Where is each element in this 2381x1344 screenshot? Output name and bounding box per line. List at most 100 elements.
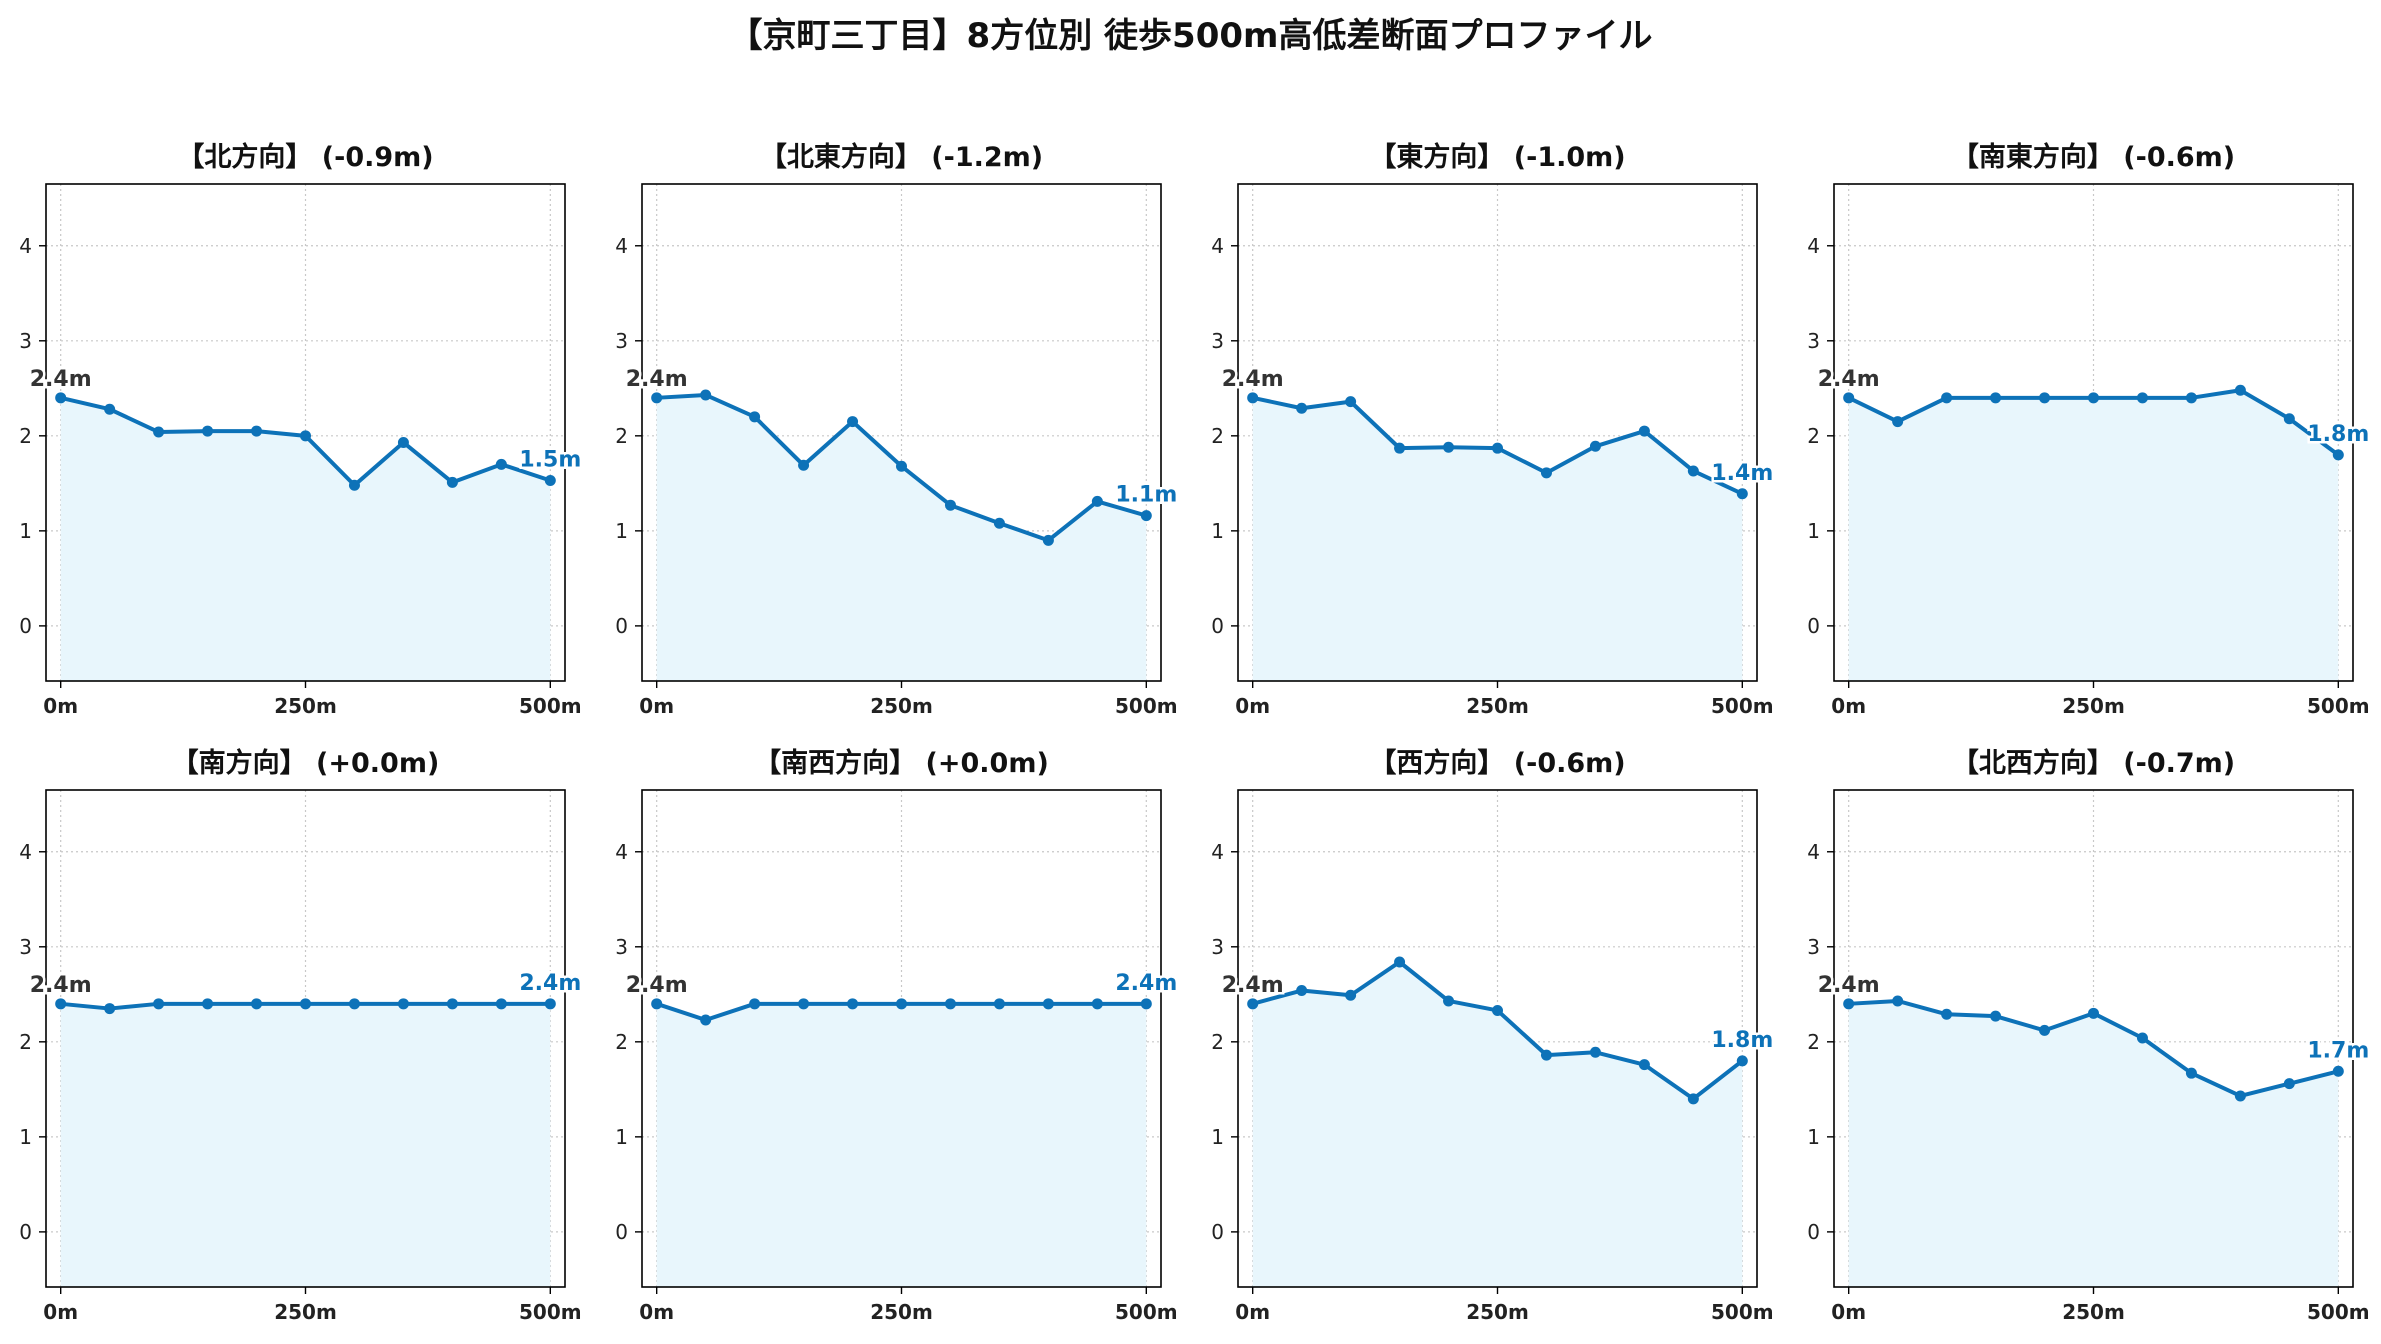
- data-point: [1042, 998, 1054, 1010]
- data-point: [1042, 534, 1054, 546]
- x-tick-label: 250m: [1466, 694, 1529, 718]
- data-point: [1990, 392, 2002, 404]
- data-point: [749, 998, 761, 1010]
- data-point: [1296, 985, 1308, 997]
- data-point: [1394, 956, 1406, 968]
- area-fill: [60, 397, 551, 681]
- area-fill: [60, 1003, 551, 1287]
- data-point: [1443, 995, 1455, 1007]
- data-point: [993, 517, 1005, 529]
- y-tick-label: 1: [1807, 1125, 1820, 1149]
- data-point: [1736, 1055, 1748, 1067]
- figure-title: 【京町三丁目】8方位別 徒歩500m高低差断面プロファイル: [728, 16, 1653, 56]
- end-elevation-label: 2.4m: [1115, 971, 1177, 996]
- data-point: [446, 476, 458, 488]
- x-tick-label: 0m: [639, 1300, 674, 1324]
- data-point: [1589, 1046, 1601, 1058]
- profile-chart: 【東方向】 (-1.0m) 0 1 2 3 4 0m 250m 500m 2.4m 1.4m: [1211, 141, 1775, 718]
- y-tick-label: 1: [1807, 519, 1820, 543]
- data-point: [2039, 392, 2051, 404]
- data-point: [798, 998, 810, 1010]
- data-point: [2332, 1065, 2344, 1077]
- data-point: [2283, 1078, 2295, 1090]
- chart-title: 【南西方向】 (+0.0m): [754, 747, 1049, 779]
- data-point: [2088, 1007, 2099, 1019]
- x-tick-label: 250m: [274, 694, 337, 718]
- start-elevation-label: 2.4m: [1818, 367, 1880, 392]
- data-point: [2332, 449, 2344, 461]
- data-point: [2185, 392, 2197, 404]
- profile-chart: 【南方向】 (+0.0m) 0 1 2 3 4 0m 250m 500m 2.4m 2.4m: [19, 747, 583, 1324]
- y-tick-label: 3: [615, 935, 628, 959]
- data-point: [1345, 989, 1357, 1001]
- data-point: [495, 458, 507, 470]
- data-point: [544, 474, 556, 486]
- data-point: [348, 998, 360, 1010]
- y-tick-label: 0: [19, 1220, 32, 1244]
- data-point: [1345, 396, 1357, 408]
- data-point: [1687, 1093, 1699, 1105]
- chart-title: 【北西方向】 (-0.7m): [1952, 747, 2235, 779]
- y-tick-label: 2: [19, 424, 32, 448]
- y-tick-label: 1: [615, 519, 628, 543]
- y-tick-label: 1: [19, 1125, 32, 1149]
- data-point: [544, 998, 556, 1010]
- end-elevation-label: 2.4m: [519, 971, 581, 996]
- data-point: [1638, 425, 1650, 437]
- data-point: [495, 998, 507, 1010]
- chart-title: 【南東方向】 (-0.6m): [1952, 141, 2235, 173]
- start-elevation-label: 2.4m: [1222, 367, 1284, 392]
- y-tick-label: 0: [19, 614, 32, 638]
- data-point: [1990, 1010, 2002, 1022]
- data-point: [251, 425, 263, 437]
- chart-title: 【東方向】 (-1.0m): [1369, 141, 1625, 173]
- data-point: [847, 998, 859, 1010]
- data-point: [202, 998, 214, 1010]
- profile-chart: 【北方向】 (-0.9m) 0 1 2 3 4 0m 250m 500m 2.4m 1.5m: [19, 141, 583, 718]
- data-point: [1140, 510, 1152, 522]
- data-point: [153, 998, 165, 1010]
- y-tick-label: 2: [615, 1030, 628, 1054]
- x-tick-label: 0m: [43, 694, 78, 718]
- data-point: [104, 1003, 116, 1015]
- y-tick-label: 4: [1211, 840, 1224, 864]
- y-tick-label: 1: [19, 519, 32, 543]
- y-tick-label: 2: [19, 1030, 32, 1054]
- data-point: [1247, 392, 1259, 404]
- y-tick-label: 2: [1807, 424, 1820, 448]
- data-point: [202, 425, 214, 437]
- start-elevation-label: 2.4m: [30, 973, 92, 998]
- x-tick-label: 0m: [1831, 694, 1866, 718]
- y-tick-label: 0: [1807, 614, 1820, 638]
- start-elevation-label: 2.4m: [626, 367, 688, 392]
- data-point: [1892, 995, 1904, 1007]
- x-tick-label: 250m: [870, 694, 933, 718]
- x-tick-label: 0m: [1831, 1300, 1866, 1324]
- y-tick-label: 1: [1211, 519, 1224, 543]
- x-tick-label: 500m: [519, 694, 582, 718]
- x-tick-label: 500m: [519, 1300, 582, 1324]
- data-point: [798, 459, 810, 471]
- x-tick-label: 500m: [1711, 1300, 1774, 1324]
- data-point: [896, 460, 907, 472]
- data-point: [300, 998, 311, 1010]
- y-tick-label: 4: [615, 840, 628, 864]
- data-point: [944, 499, 956, 511]
- data-point: [944, 998, 956, 1010]
- start-elevation-label: 2.4m: [1222, 973, 1284, 998]
- data-point: [1540, 467, 1552, 479]
- data-point: [348, 479, 360, 491]
- end-elevation-label: 1.7m: [2307, 1038, 2369, 1063]
- y-tick-label: 3: [1807, 935, 1820, 959]
- x-tick-label: 250m: [2062, 694, 2125, 718]
- data-point: [1140, 998, 1152, 1010]
- data-point: [1941, 392, 1953, 404]
- y-tick-label: 0: [615, 1220, 628, 1244]
- data-point: [397, 436, 409, 448]
- data-point: [153, 426, 165, 438]
- y-tick-label: 4: [19, 234, 32, 258]
- data-point: [1492, 1004, 1503, 1016]
- end-elevation-label: 1.5m: [519, 447, 581, 472]
- y-tick-label: 4: [1807, 840, 1820, 864]
